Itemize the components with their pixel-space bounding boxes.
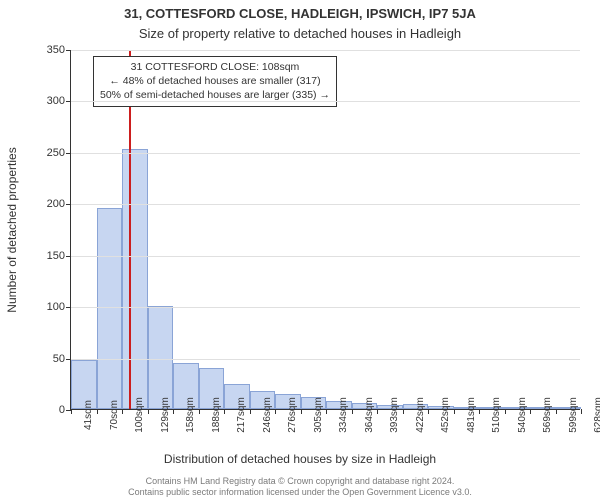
plot-area: 31 COTTESFORD CLOSE: 108sqm ← 48% of det… (70, 50, 580, 410)
xtick-mark (530, 409, 531, 414)
xtick-label: 188sqm (209, 397, 222, 433)
xtick-label: 129sqm (158, 397, 171, 433)
xtick-label: 452sqm (438, 397, 451, 433)
xtick-mark (122, 409, 123, 414)
xtick-label: 393sqm (387, 397, 400, 433)
xtick-label: 305sqm (311, 397, 324, 433)
xtick-mark (505, 409, 506, 414)
xtick-label: 569sqm (540, 397, 553, 433)
xtick-mark (97, 409, 98, 414)
title-line-2: Size of property relative to detached ho… (0, 26, 600, 41)
xtick-label: 158sqm (183, 397, 196, 433)
gridline (71, 359, 580, 360)
gridline (71, 256, 580, 257)
gridline (71, 153, 580, 154)
xtick-label: 41sqm (81, 400, 94, 430)
xtick-label: 628sqm (591, 397, 600, 433)
footer-line-2: Contains public sector information licen… (0, 487, 600, 498)
xtick-mark (148, 409, 149, 414)
gridline (71, 307, 580, 308)
xtick-mark (556, 409, 557, 414)
xtick-label: 540sqm (515, 397, 528, 433)
x-axis-label: Distribution of detached houses by size … (0, 452, 600, 466)
xtick-mark (326, 409, 327, 414)
xtick-mark (199, 409, 200, 414)
ytick-label: 250 (31, 147, 71, 159)
annotation-line-3: 50% of semi-detached houses are larger (… (100, 88, 330, 102)
xtick-label: 481sqm (464, 397, 477, 433)
xtick-mark (275, 409, 276, 414)
gridline (71, 204, 580, 205)
xtick-label: 364sqm (362, 397, 375, 433)
annotation-box: 31 COTTESFORD CLOSE: 108sqm ← 48% of det… (93, 56, 337, 107)
histogram-bar (122, 149, 148, 409)
gridline (71, 50, 580, 51)
xtick-mark (377, 409, 378, 414)
annotation-line-1: 31 COTTESFORD CLOSE: 108sqm (100, 60, 330, 74)
annotation-line-2: ← 48% of detached houses are smaller (31… (100, 74, 330, 88)
title-line-1: 31, COTTESFORD CLOSE, HADLEIGH, IPSWICH,… (0, 6, 600, 21)
xtick-mark (479, 409, 480, 414)
ytick-label: 100 (31, 301, 71, 313)
footer-line-1: Contains HM Land Registry data © Crown c… (0, 476, 600, 487)
xtick-mark (403, 409, 404, 414)
xtick-label: 276sqm (285, 397, 298, 433)
ytick-label: 50 (31, 353, 71, 365)
xtick-mark (352, 409, 353, 414)
gridline (71, 101, 580, 102)
xtick-mark (250, 409, 251, 414)
xtick-label: 217sqm (234, 397, 247, 433)
footer: Contains HM Land Registry data © Crown c… (0, 476, 600, 499)
xtick-mark (301, 409, 302, 414)
ytick-label: 150 (31, 250, 71, 262)
ytick-label: 300 (31, 95, 71, 107)
xtick-label: 246sqm (260, 397, 273, 433)
chart-root: 31, COTTESFORD CLOSE, HADLEIGH, IPSWICH,… (0, 0, 600, 500)
y-axis-label: Number of detached properties (5, 147, 19, 312)
xtick-mark (224, 409, 225, 414)
xtick-label: 599sqm (566, 397, 579, 433)
xtick-label: 422sqm (413, 397, 426, 433)
xtick-mark (581, 409, 582, 414)
xtick-mark (71, 409, 72, 414)
ytick-label: 350 (31, 44, 71, 56)
xtick-mark (454, 409, 455, 414)
xtick-mark (173, 409, 174, 414)
xtick-label: 510sqm (489, 397, 502, 433)
histogram-bar (97, 208, 123, 409)
ytick-label: 0 (31, 404, 71, 416)
xtick-label: 100sqm (132, 397, 145, 433)
xtick-label: 70sqm (107, 400, 120, 430)
xtick-label: 334sqm (336, 397, 349, 433)
ytick-label: 200 (31, 198, 71, 210)
xtick-mark (428, 409, 429, 414)
